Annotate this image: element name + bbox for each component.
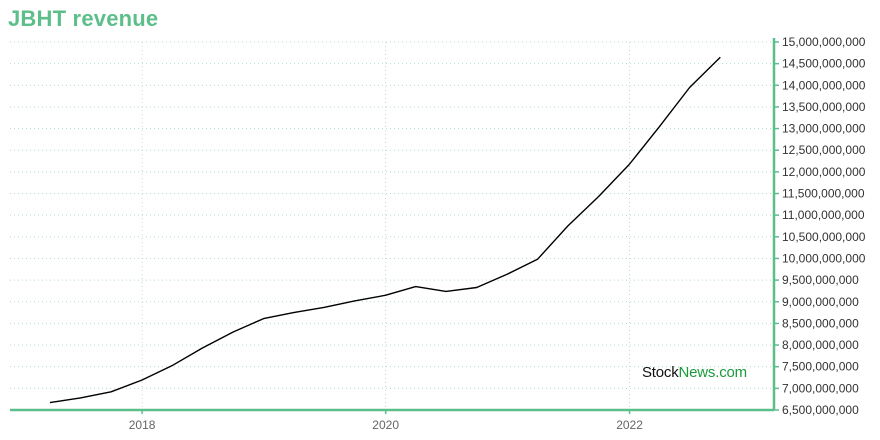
y-tick-label: 9,000,000,000 <box>782 295 859 309</box>
y-tick-label: 14,500,000,000 <box>782 57 866 71</box>
series-layer <box>49 56 721 404</box>
y-tick-label: 8,500,000,000 <box>782 316 859 330</box>
y-tick-label: 10,500,000,000 <box>782 230 866 244</box>
y-tick-label: 11,000,000,000 <box>782 208 865 222</box>
y-tick-label: 9,500,000,000 <box>782 273 859 287</box>
y-tick-label: 12,500,000,000 <box>782 143 866 157</box>
y-tick-label: 13,500,000,000 <box>782 100 866 114</box>
y-tick-label: 6,500,000,000 <box>782 403 859 417</box>
x-tick-label: 2018 <box>129 418 156 432</box>
y-tick-label: 14,000,000,000 <box>782 78 866 92</box>
x-tick-label: 2020 <box>372 418 399 432</box>
y-tick-label: 7,000,000,000 <box>782 381 859 395</box>
stocknews-watermark: StockNews.com <box>642 364 747 381</box>
y-tick-label: 12,000,000,000 <box>782 165 866 179</box>
y-tick-label: 10,000,000,000 <box>782 251 866 265</box>
y-tick-label: 11,500,000,000 <box>782 187 865 201</box>
y-tick-label: 8,000,000,000 <box>782 338 859 352</box>
y-tick-label: 15,000,000,000 <box>782 35 866 49</box>
y-tick-label: 7,500,000,000 <box>782 360 859 374</box>
axis-layer <box>10 38 779 414</box>
chart-title: JBHT revenue <box>8 6 159 31</box>
x-tick-label: 2022 <box>616 418 643 432</box>
watermark-text-stock: Stock <box>642 364 679 381</box>
watermark-text-news: News.com <box>678 364 748 381</box>
tick-label-layer: 6,500,000,000 7,000,000,000 7,500,000,000 8… <box>129 35 866 432</box>
revenue-series-line <box>49 56 721 404</box>
grid-layer <box>10 41 774 411</box>
y-tick-label: 13,000,000,000 <box>782 122 866 136</box>
